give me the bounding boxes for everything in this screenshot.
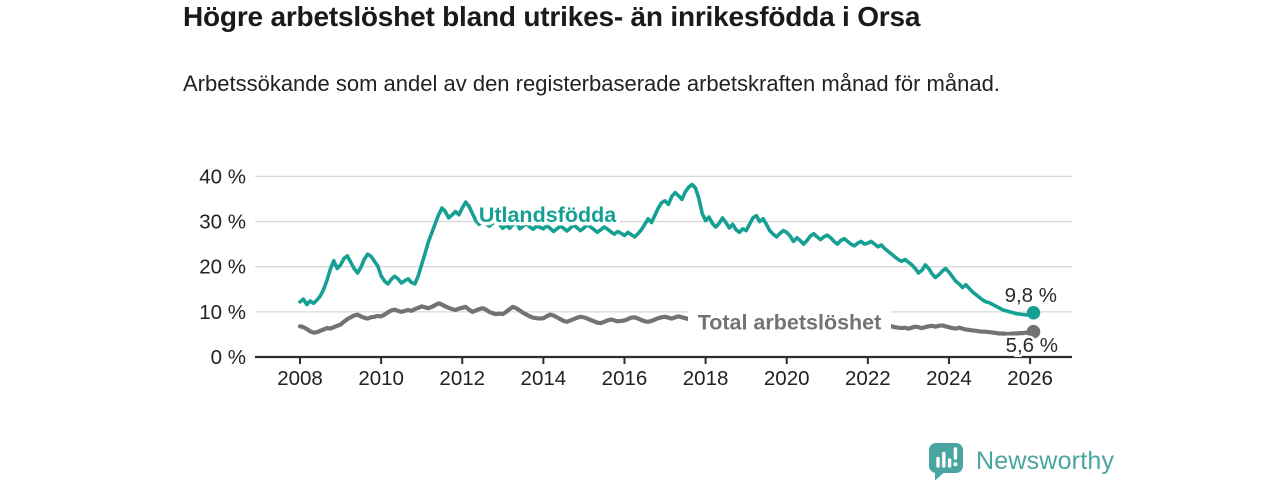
y-tick-label: 30 % [199,211,246,234]
y-tick-label: 40 % [199,165,246,188]
x-tick-label: 2020 [764,367,810,390]
gridlines [255,175,1072,313]
series-line-utlandsfodda [298,182,1036,317]
x-tick-label: 2008 [277,367,323,390]
x-tick-label: 2022 [845,367,891,390]
x-tick-label: 2014 [521,367,567,390]
x-tick-label: 2016 [602,367,648,390]
y-axis-labels: 0 % 10 % 20 % 30 % 40 % [199,165,246,369]
end-value-label-utlandsfodda: 9,8 % [1005,284,1057,307]
newsworthy-wordmark: Newsworthy [976,446,1115,475]
series-label-total: Total arbetslöshet [698,311,882,335]
y-tick-label: 10 % [199,301,246,324]
series-line-total [297,301,1036,337]
series-label-utlandsfodda: Utlandsfödda [479,203,617,227]
x-tick-label: 2026 [1007,367,1053,390]
series-label-knockout [688,311,891,332]
x-tick-label: 2010 [358,367,404,390]
chart-title: Högre arbetslöshet bland utrikes- än inr… [183,1,921,32]
x-axis-ticks: 2008 2010 2012 2014 2016 2018 2020 2022 2024 2026 [277,357,1053,390]
y-tick-label: 0 % [211,346,246,369]
y-tick-label: 20 % [199,256,246,279]
end-dot-total [1026,324,1041,339]
x-tick-label: 2024 [926,367,972,390]
end-value-label-total: 5,6 % [1006,334,1058,357]
chart-subtitle: Arbetssökande som andel av den registerb… [183,71,1000,96]
x-tick-label: 2012 [439,367,485,390]
newsworthy-logo: Newsworthy [928,442,1114,480]
end-dot-utlandsfodda [1026,305,1041,320]
x-tick-label: 2018 [683,367,729,390]
newsworthy-speech-bubble-bar-chart-icon [929,442,963,480]
